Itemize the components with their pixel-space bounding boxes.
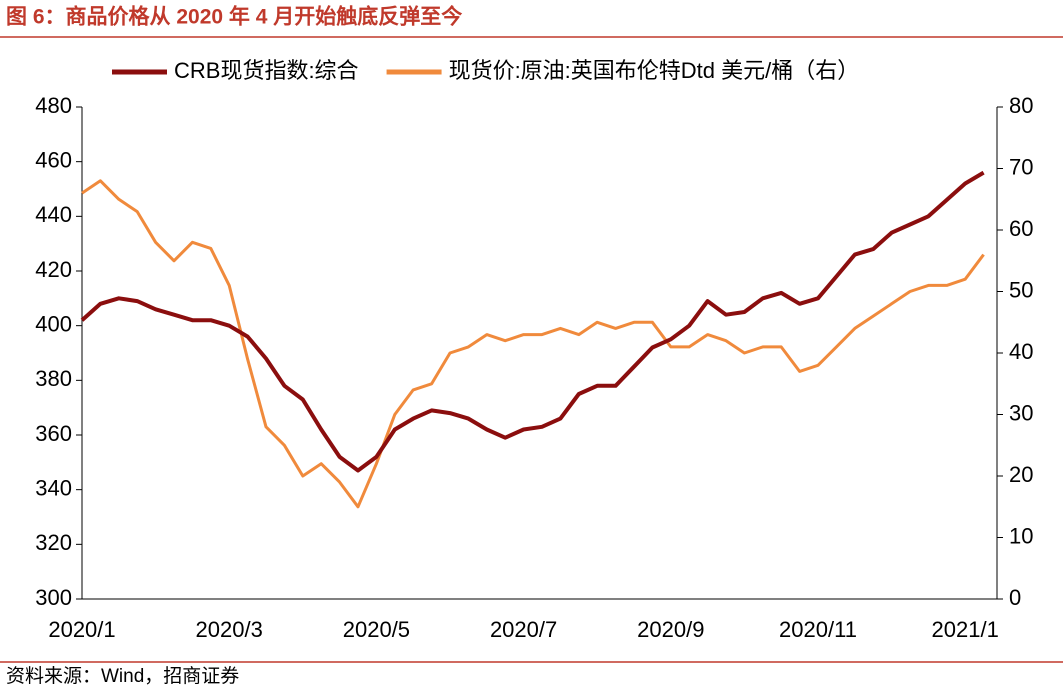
y2-tick-label: 0 — [1009, 585, 1021, 610]
y2-tick-label: 70 — [1009, 154, 1033, 179]
x-tick-label: 2020/7 — [490, 617, 557, 642]
y-tick-label: 460 — [35, 147, 72, 172]
y-tick-label: 420 — [35, 257, 72, 282]
y2-tick-label: 80 — [1009, 93, 1033, 118]
y2-tick-label: 40 — [1009, 339, 1033, 364]
series-line — [80, 170, 985, 473]
x-tick-label: 2021/1 — [932, 617, 999, 642]
y-tick-label: 400 — [35, 311, 72, 336]
y-tick-label: 320 — [35, 530, 72, 555]
y2-tick-label: 20 — [1009, 462, 1033, 487]
legend-label: 现货价:原油:英国布伦特Dtd 美元/桶（右） — [449, 58, 860, 83]
legend-label: CRB现货指数:综合 — [174, 58, 359, 83]
y2-tick-label: 30 — [1009, 400, 1033, 425]
y-tick-label: 440 — [35, 202, 72, 227]
x-tick-label: 2020/1 — [48, 617, 115, 642]
y-tick-label: 480 — [35, 93, 72, 118]
x-tick-label: 2020/5 — [343, 617, 410, 642]
y-tick-label: 300 — [35, 585, 72, 610]
x-tick-label: 2020/3 — [196, 617, 263, 642]
chart-title: 图 6：商品价格从 2020 年 4 月开始触底反弹至今 — [6, 5, 462, 29]
y2-tick-label: 10 — [1009, 523, 1033, 548]
x-tick-label: 2020/11 — [779, 617, 857, 642]
y2-tick-label: 50 — [1009, 277, 1033, 302]
y-tick-label: 340 — [35, 475, 72, 500]
source-note: 资料来源：Wind，招商证券 — [6, 665, 239, 687]
y-tick-label: 360 — [35, 421, 72, 446]
y-tick-label: 380 — [35, 366, 72, 391]
x-tick-label: 2020/9 — [637, 617, 704, 642]
y2-tick-label: 60 — [1009, 216, 1033, 241]
series-line — [81, 179, 985, 509]
